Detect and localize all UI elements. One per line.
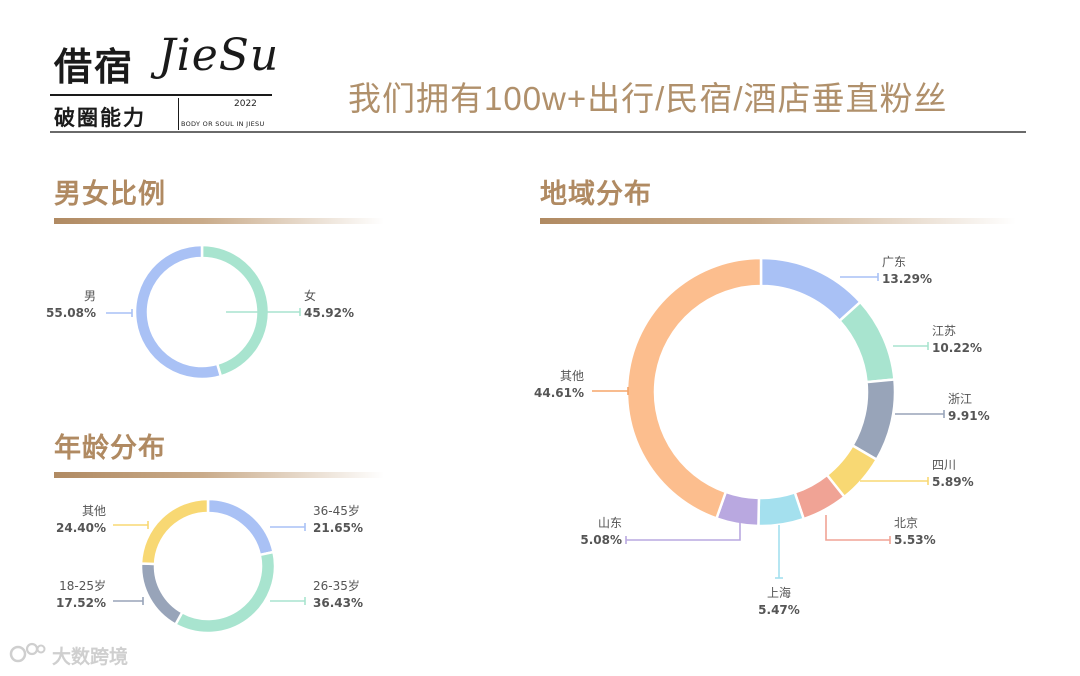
header-divider [50, 131, 1026, 133]
region-leader-line-6 [626, 514, 741, 541]
region-label-3: 四川 [932, 458, 956, 472]
region-label-1: 江苏 [932, 324, 956, 338]
age-slice-1 [173, 550, 277, 635]
region-value-7: 44.61% [534, 386, 584, 400]
age-label-2: 18-25岁 [59, 578, 106, 593]
region-value-0: 13.29% [882, 272, 932, 286]
gender-value-0: 45.92% [304, 306, 354, 320]
gender-label-1: 男 [84, 289, 96, 303]
age-value-2: 17.52% [56, 596, 106, 610]
logo-subtitle: 破圈能力 [54, 106, 146, 130]
gender-label-0: 女 [304, 288, 316, 303]
watermark-text: 大数跨境 [52, 646, 129, 668]
age-label-0: 36-45岁 [313, 503, 360, 518]
logo-divider [50, 94, 272, 96]
age-value-1: 36.43% [313, 596, 363, 610]
age-section-title: 年龄分布 [54, 433, 166, 464]
logo-vertical-divider [178, 98, 179, 130]
age-value-3: 24.40% [56, 521, 106, 535]
age-title-bar [54, 472, 384, 478]
region-slice-7 [625, 256, 763, 520]
region-value-4: 5.53% [894, 533, 936, 547]
region-title-bar [540, 218, 1016, 224]
region-value-5: 5.47% [758, 603, 800, 617]
logo-tagline: BODY OR SOUL IN JIESU [181, 120, 265, 128]
region-slice-0 [759, 256, 863, 323]
region-label-2: 浙江 [948, 392, 972, 406]
region-slice-1 [837, 300, 896, 384]
logo-en-text: JieSu [158, 30, 280, 81]
region-value-2: 9.91% [948, 409, 990, 423]
region-slice-2 [850, 378, 897, 462]
region-value-3: 5.89% [932, 475, 974, 489]
region-value-1: 10.22% [932, 341, 982, 355]
age-slice-2 [139, 562, 184, 627]
gender-title-bar [54, 218, 384, 224]
watermark-logo-icon [9, 642, 46, 663]
brand-logo: 借宿 JieSu 2022 破圈能力 BODY OR SOUL IN JIESU [50, 30, 280, 132]
gender-slice-1 [133, 243, 223, 381]
region-section-title: 地域分布 [540, 179, 652, 210]
region-label-0: 广东 [882, 255, 906, 269]
region-label-6: 山东 [598, 516, 622, 530]
age-slice-3 [139, 497, 210, 566]
gender-slice-0 [200, 243, 271, 378]
page-headline: 我们拥有100w+出行/民宿/酒店垂直粉丝 [348, 80, 948, 117]
age-label-1: 26-35岁 [313, 578, 360, 593]
region-value-6: 5.08% [580, 533, 622, 547]
age-label-3: 其他 [82, 504, 106, 518]
logo-year: 2022 [234, 99, 257, 109]
gender-section-title: 男女比例 [54, 179, 166, 210]
region-label-7: 其他 [560, 369, 584, 383]
gender-value-1: 55.08% [46, 306, 96, 320]
region-label-4: 北京 [894, 516, 918, 530]
region-leader-line-4 [825, 515, 890, 541]
region-label-5: 上海 [767, 585, 791, 600]
region-slice-5 [757, 490, 806, 528]
logo-cn-text: 借宿 [54, 44, 135, 89]
age-value-0: 21.65% [313, 521, 363, 535]
age-slice-0 [206, 497, 276, 557]
